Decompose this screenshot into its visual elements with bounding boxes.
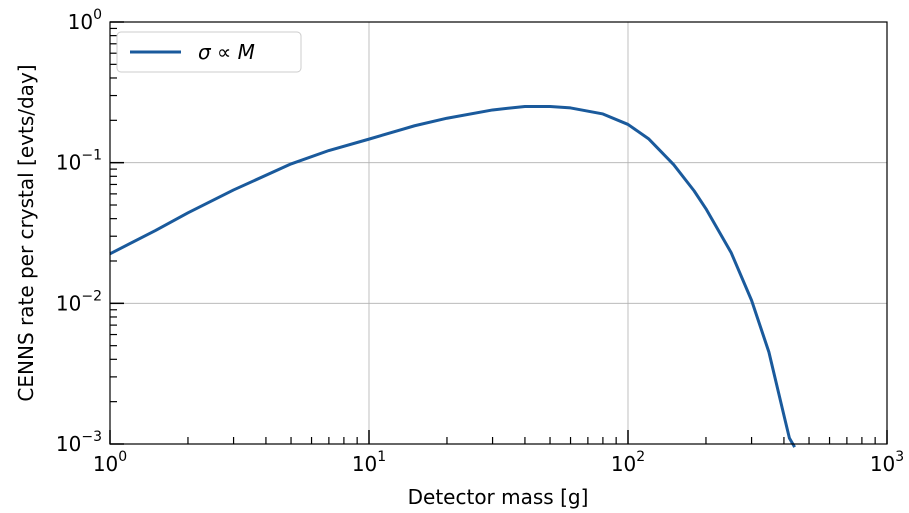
- tick-labels: 100 101 102 103 10−3 10−2 10−1 100: [56, 7, 904, 476]
- y-tick-label: 100: [68, 7, 102, 34]
- y-tick-label: 10−3: [56, 429, 102, 456]
- series-line: [109, 104, 796, 448]
- x-tick-label: 101: [352, 449, 386, 476]
- grid-lines: [109, 21, 888, 445]
- legend: σ ∝ M: [116, 31, 302, 73]
- series-layer: [109, 104, 796, 448]
- x-axis-label: Detector mass [g]: [408, 485, 589, 509]
- legend-box: [116, 31, 302, 73]
- minor-ticks: [110, 27, 876, 444]
- plot-frame: [109, 21, 888, 445]
- major-ticks: [109, 21, 888, 445]
- x-tick-label: 102: [611, 449, 645, 476]
- y-tick-label: 10−1: [56, 148, 102, 175]
- x-tick-label: 100: [93, 449, 127, 476]
- y-tick-label: 10−2: [56, 288, 102, 315]
- y-axis-label: CENNS rate per crystal [evts/day]: [14, 64, 38, 401]
- x-tick-label: 103: [870, 449, 904, 476]
- legend-label: σ ∝ M: [198, 40, 255, 64]
